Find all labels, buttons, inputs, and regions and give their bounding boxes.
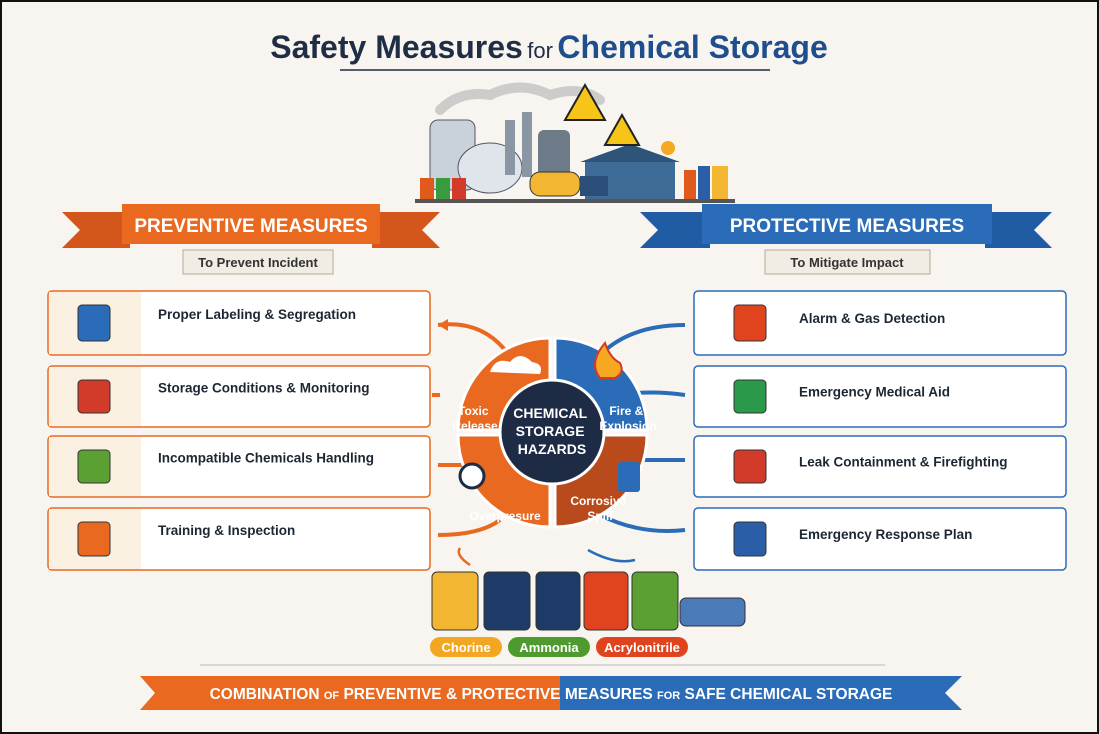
chemical-label: Ammonia <box>519 640 579 655</box>
segment-line: Corrosive <box>570 494 626 508</box>
icon <box>77 521 111 557</box>
icon <box>733 449 767 484</box>
measure-text: Proper Labeling & Segregation <box>158 307 356 322</box>
segment-line: Overpresure <box>469 509 541 523</box>
measure-box: Storage Conditions & Monitoring <box>47 365 431 428</box>
icon <box>77 379 111 414</box>
measure-box: Alarm & Gas Detection <box>693 290 1067 356</box>
measure-text: Emergency Response Plan <box>799 527 972 542</box>
box-frame <box>693 290 1067 356</box>
arrows <box>432 319 686 567</box>
icon <box>733 379 767 414</box>
box-frame <box>47 435 431 498</box>
segment-line: Toxic <box>458 404 489 418</box>
hazard-wheel <box>456 336 649 529</box>
hazard-segment: Corrosive Spill <box>570 494 629 523</box>
segment-line: Explosion <box>599 419 656 433</box>
ribbon-title: PREVENTIVE MEASURES <box>134 216 367 237</box>
measure-box: Incompatible Chemicals Handling <box>47 435 431 498</box>
hazard-center-line: STORAGE <box>516 423 585 439</box>
hazard-segment: Overpresure <box>469 509 541 523</box>
chemical-labels: Chorine Ammonia Acrylonitrile <box>430 637 688 657</box>
preventive-ribbon: PREVENTIVE MEASURES To Prevent Incident <box>62 204 440 275</box>
factory-illustration <box>415 82 735 203</box>
footer-banner: COMBINATION OF PREVENTIVE & PROTECTIVE M… <box>140 676 962 710</box>
title-part: Safety Measures <box>270 29 523 65</box>
icon <box>77 304 111 342</box>
hazard-segment: Toxic Release <box>452 404 498 433</box>
box-frame <box>47 290 431 356</box>
title-part: Chemical Storage <box>557 29 827 65</box>
measure-text: Storage Conditions & Monitoring <box>158 381 369 396</box>
title: Safety Measures for Chemical Storage <box>270 29 827 65</box>
icon <box>733 521 767 557</box>
measure-box: Emergency Medical Aid <box>693 365 1067 428</box>
icon <box>77 449 111 484</box>
footer-part: PREVENTIVE & PROTECTIVE <box>343 686 560 703</box>
protective-ribbon: PROTECTIVE MEASURES To Mitigate Impact <box>640 204 1052 275</box>
measure-text: Leak Containment & Firefighting <box>799 455 1008 470</box>
measure-text: Training & Inspection <box>158 523 295 538</box>
measure-text: Alarm & Gas Detection <box>799 311 945 326</box>
chemical-label: Acrylonitrile <box>604 640 680 655</box>
footer-part: COMBINATION <box>210 686 320 703</box>
measure-box: Leak Containment & Firefighting <box>693 435 1067 498</box>
measure-boxes: Proper Labeling & Segregation Storage Con… <box>47 290 1067 571</box>
footer-part: FOR <box>657 690 680 702</box>
icon <box>733 304 767 342</box>
measure-text: Emergency Medical Aid <box>799 385 950 400</box>
segment-line: Spill <box>587 509 612 523</box>
measure-text: Incompatible Chemicals Handling <box>158 451 374 466</box>
box-frame <box>693 435 1067 498</box>
footer-text: COMBINATION OF PREVENTIVE & PROTECTIVE M… <box>210 686 893 703</box>
segment-line: Fire & <box>609 404 643 418</box>
footer-part: SAFE CHEMICAL STORAGE <box>685 686 893 703</box>
measure-box: Proper Labeling & Segregation <box>47 290 431 356</box>
chemical-label: Chorine <box>441 640 490 655</box>
footer-part: OF <box>324 690 340 702</box>
ribbon-title: PROTECTIVE MEASURES <box>730 216 964 237</box>
hazard-segment: Fire & Explosion <box>599 404 656 433</box>
box-frame <box>47 365 431 428</box>
hazard-center: CHEMICAL STORAGE HAZARDS <box>513 405 591 457</box>
box-frame <box>47 507 431 571</box>
ribbon-subtitle: To Mitigate Impact <box>790 255 904 270</box>
hazard-center-line: CHEMICAL <box>513 405 587 421</box>
box-frame <box>693 507 1067 571</box>
hazard-center-line: HAZARDS <box>518 441 586 457</box>
segment-line: Release <box>452 419 498 433</box>
footer-part: MEASURES <box>565 686 653 703</box>
box-frame <box>693 365 1067 428</box>
title-part: for <box>527 38 553 63</box>
barrels <box>431 571 746 631</box>
measure-box: Emergency Response Plan <box>693 507 1067 571</box>
measure-box: Training & Inspection <box>47 507 431 571</box>
ribbon-subtitle: To Prevent Incident <box>198 255 318 270</box>
